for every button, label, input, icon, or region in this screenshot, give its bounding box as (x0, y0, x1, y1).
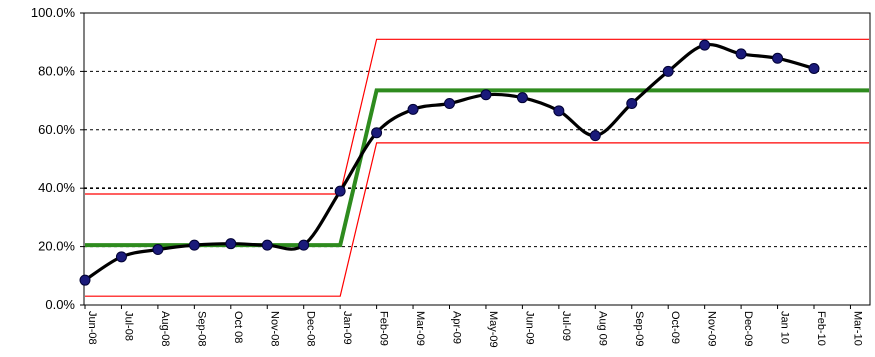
data-point (225, 238, 237, 250)
plot-area (83, 12, 871, 306)
y-tick-label: 20.0% (38, 239, 75, 254)
x-tick-label: May-09 (487, 311, 499, 348)
x-tick-label: Feb-10 (815, 311, 827, 346)
data-point (407, 103, 419, 115)
x-tick-label: Sep-08 (195, 311, 207, 346)
x-tick-label: Nov-09 (706, 311, 718, 346)
x-tick-label: Jan 10 (779, 311, 791, 344)
data-point (662, 65, 674, 77)
data-point (480, 89, 492, 101)
data-point (115, 251, 127, 263)
x-tick-label: Jan-09 (341, 311, 353, 345)
x-tick-label: Mar-09 (414, 311, 426, 346)
x-tick-label: Jul-08 (122, 311, 134, 341)
x-tick-label: Nov-08 (268, 311, 280, 346)
x-tick-label: Dec-09 (742, 311, 754, 346)
data-point (371, 127, 383, 139)
data-point (516, 92, 528, 104)
data-point (589, 130, 601, 142)
data-point (298, 239, 310, 251)
y-tick-label: 40.0% (38, 180, 75, 195)
data-point (699, 39, 711, 51)
data-point (152, 244, 164, 256)
series-lower-limit-line (85, 142, 869, 297)
data-point (188, 239, 200, 251)
data-point (334, 185, 346, 197)
x-tick-label: Mar-10 (851, 311, 863, 346)
y-tick-label: 80.0% (38, 63, 75, 78)
x-tick-label: Oct-09 (669, 311, 681, 344)
y-tick-label: 0.0% (45, 297, 75, 312)
y-tick-label: 60.0% (38, 122, 75, 137)
x-tick-label: Oct 08 (232, 311, 244, 343)
data-point (735, 48, 747, 60)
data-point (808, 62, 820, 74)
x-tick-label: Aug-08 (159, 311, 171, 346)
y-tick-label: 100.0% (31, 5, 76, 20)
data-point (553, 105, 565, 117)
x-tick-label: Apr-09 (451, 311, 463, 344)
data-point (444, 98, 455, 110)
x-tick-label: Dec-08 (305, 311, 317, 346)
x-tick-label: Jun-08 (86, 311, 98, 345)
data-point (261, 239, 273, 251)
data-point (772, 52, 784, 64)
x-tick-label: Feb-09 (378, 311, 390, 346)
series-upper-limit-line (85, 38, 869, 195)
data-point (79, 274, 91, 286)
x-tick-label: Jun-09 (523, 311, 535, 345)
x-tick-label: Jul-09 (560, 311, 572, 341)
x-tick-label: Sep-09 (633, 311, 645, 346)
data-point (626, 98, 638, 110)
x-tick-label: Aug 09 (596, 311, 608, 346)
